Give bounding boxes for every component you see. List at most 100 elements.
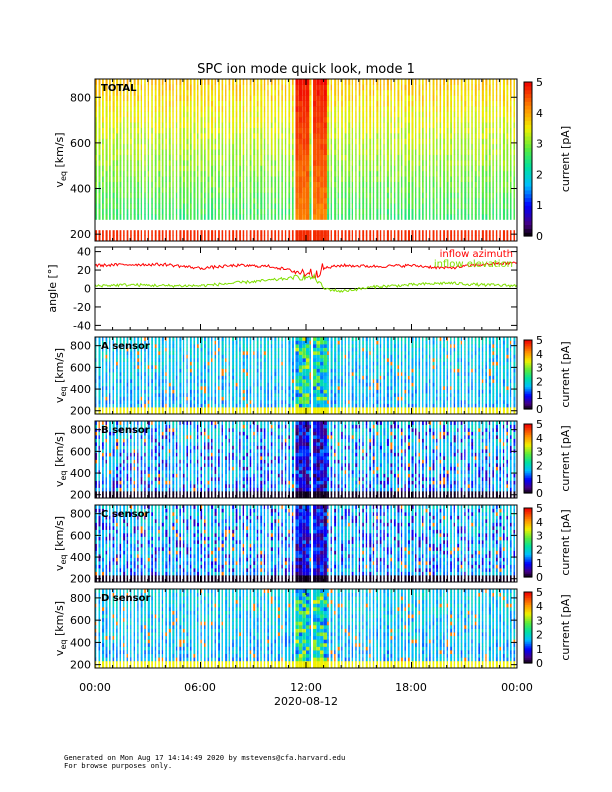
spectrogram-cell [513,143,515,150]
spectrogram-cell [284,181,287,188]
spectrogram-cell [260,235,263,242]
spectrogram-cell [193,368,196,373]
spectrogram-cell [246,116,248,123]
colorbar-step [524,185,532,191]
spectrogram-cell [274,340,277,345]
spectrogram-cell [175,181,178,188]
spectrogram-cell [467,116,470,123]
spectrogram-cell [109,160,111,166]
spectrogram-cell [126,393,129,397]
spectrogram-cell [351,106,354,112]
spectrogram-cell [126,165,129,172]
spectrogram-cell [168,361,171,366]
spectrogram-cell [175,407,178,411]
spectrogram-cell [457,138,459,145]
spectrogram-cell [147,410,150,415]
spectrogram-cell [137,149,140,155]
spectrogram-cell [499,165,501,172]
spectrogram-cell [225,214,227,220]
spectrogram-cell [126,337,129,341]
spectrogram-cell [168,165,171,172]
spectrogram-cell [499,143,501,150]
spectrogram-cell [175,138,178,145]
spectrogram-cell [200,181,203,188]
spectrogram-cell [492,214,494,220]
spectrogram-cell [362,95,365,101]
spectrogram-cell [485,133,488,139]
spectrogram-cell [161,111,164,118]
spectrogram-cell [429,133,431,139]
spectrogram-cell [432,127,435,134]
spectrogram-cell [337,214,339,220]
spectrogram-cell [323,165,327,172]
spectrogram-cell [140,95,143,101]
spectrogram-cell [439,165,442,172]
spectrogram-cell [175,347,178,352]
spectrogram-cell [133,235,136,242]
spectrogram-cell [450,181,453,188]
spectrogram-cell [235,192,238,199]
spectrogram-cell [137,407,140,411]
spectrogram-cell [196,400,199,404]
spectrogram-cell [263,197,266,204]
spectrogram-cell [98,407,101,411]
spectrogram-cell [284,100,287,107]
spectrogram-cell [161,133,164,139]
spectrogram-cell [284,235,287,242]
spectrogram-cell [446,154,449,161]
spectrogram-cell [415,89,417,96]
spectrogram-cell [196,351,199,355]
spectrogram-cell [443,154,446,161]
spectrogram-cell [502,165,506,172]
spectrogram-cell [196,372,199,376]
spectrogram-cell [369,230,372,236]
spectrogram-cell [95,79,98,85]
spectrogram-cell [397,165,400,172]
spectrogram-cell [415,84,417,91]
spectrogram-cell [281,176,283,182]
spectrogram-cell [379,214,382,220]
spectrogram-cell [196,410,199,415]
spectrogram-cell [432,133,435,139]
spectrogram-cell [133,154,136,161]
spectrogram-cell [172,127,174,134]
spectrogram-cell [140,149,143,155]
spectrogram-cell [225,138,227,145]
spectrogram-cell [105,176,108,182]
spectrogram-cell [253,84,256,91]
spectrogram-cell [158,396,161,401]
spectrogram-cell [277,347,280,352]
spectrogram-cell [439,89,442,96]
spectrogram-cell [351,208,354,215]
spectrogram-cell [109,400,111,404]
spectrogram-cell [221,389,224,394]
spectrogram-cell [221,89,224,96]
spectrogram-cell [302,386,306,390]
spectrogram-cell [130,170,132,177]
spectrogram-cell [126,143,129,150]
spectrogram-cell [218,368,220,373]
spectrogram-cell [386,235,389,242]
spectrogram-cell [196,230,199,236]
spectrogram-cell [488,214,491,220]
spectrogram-cell [379,133,382,139]
spectrogram-cell [105,351,108,355]
spectrogram-cell [200,192,203,199]
spectrogram-cell [298,181,303,188]
spectrogram-cell [105,403,108,408]
spectrogram-cell [225,165,227,172]
spectrogram-cell [393,203,396,209]
spectrogram-cell [102,368,104,373]
spectrogram-cell [432,160,435,166]
colorbar-step [524,201,532,206]
spectrogram-cell [404,111,407,118]
spectrogram-cell [232,176,235,182]
spectrogram-cell [242,230,245,236]
spectrogram-cell [147,100,150,107]
spectrogram-cell [196,379,199,383]
spectrogram-cell [204,170,206,177]
spectrogram-cell [112,203,115,209]
spectrogram-cell [330,165,332,172]
spectrogram-cell [457,95,459,101]
spectrogram-cell [182,95,185,101]
